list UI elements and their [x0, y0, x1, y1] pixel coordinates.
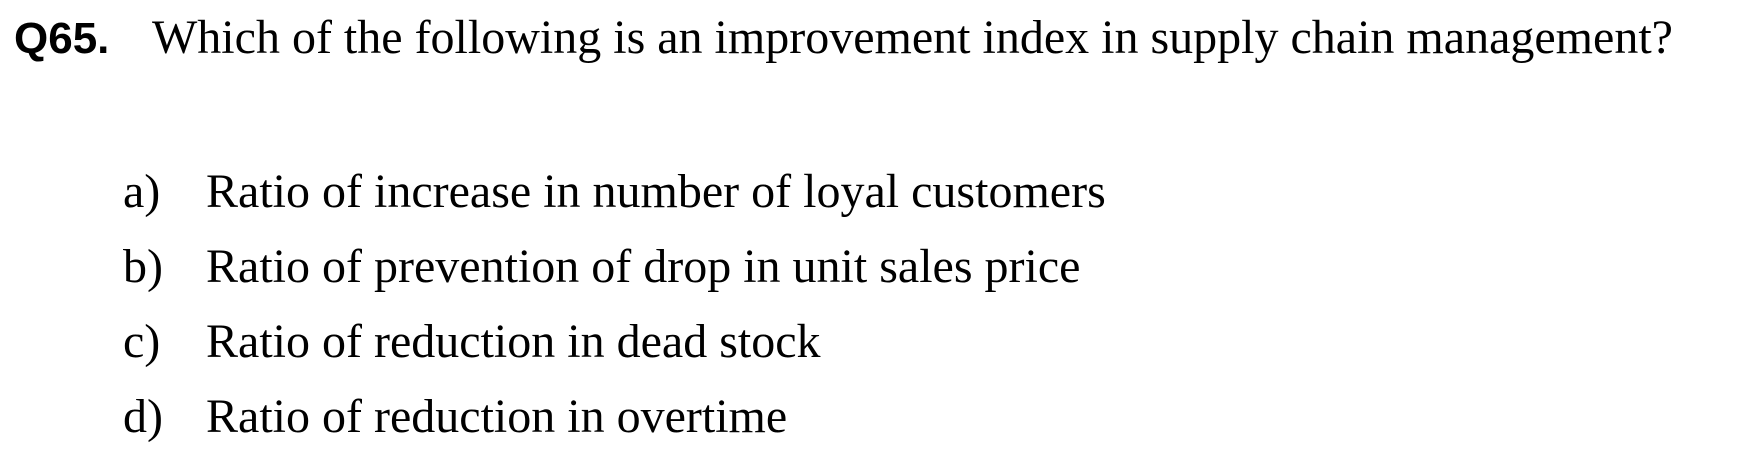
answer-option-a: a) Ratio of increase in number of loyal … — [123, 154, 1106, 229]
answer-option-b: b) Ratio of prevention of drop in unit s… — [123, 229, 1106, 304]
option-text: Ratio of increase in number of loyal cus… — [206, 165, 1106, 218]
option-letter: b) — [123, 240, 163, 293]
option-letter: c) — [123, 315, 161, 368]
option-letter: d) — [123, 390, 163, 443]
option-letter: a) — [123, 165, 161, 218]
answer-option-c: c) Ratio of reduction in dead stock — [123, 304, 1106, 379]
option-text: Ratio of prevention of drop in unit sale… — [206, 240, 1081, 293]
question-text: Which of the following is an improvement… — [152, 11, 1673, 64]
option-text: Ratio of reduction in dead stock — [206, 315, 821, 368]
answer-options-list: a) Ratio of increase in number of loyal … — [123, 154, 1106, 454]
option-text: Ratio of reduction in overtime — [206, 390, 788, 443]
question: Q65. Which of the following is an improve… — [14, 8, 1673, 79]
answer-option-d: d) Ratio of reduction in overtime — [123, 379, 1106, 454]
question-number: Q65. — [14, 14, 110, 63]
